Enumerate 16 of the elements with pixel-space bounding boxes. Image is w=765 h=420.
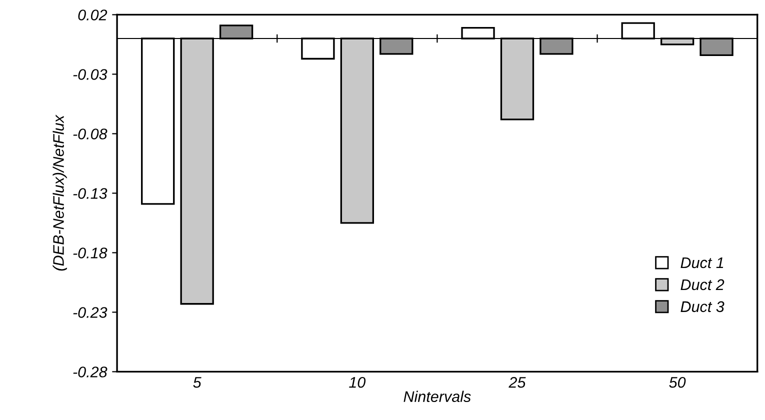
y-tick-label: -0.18 — [73, 248, 108, 258]
legend-label: Duct 2 — [680, 279, 724, 290]
x-tick-label: 50 — [669, 376, 686, 388]
x-tick-label: 5 — [193, 377, 202, 388]
legend-label: Duct 3 — [680, 301, 724, 312]
y-tick-label: -0.23 — [73, 307, 108, 318]
y-tick-label: -0.28 — [73, 366, 108, 378]
y-tick-label: 0.02 — [78, 10, 108, 20]
y-tick-label: -0.08 — [73, 128, 108, 140]
y-tick-label: -0.03 — [73, 69, 108, 80]
y-tick-label: -0.13 — [73, 188, 108, 199]
x-tick-label: 25 — [508, 376, 526, 388]
x-axis-title: Nintervals — [404, 390, 471, 402]
y-axis-title: (DEB-NetFlux)/NetFlux — [52, 114, 67, 271]
legend-label: Duct 1 — [680, 258, 724, 268]
x-tick-label: 10 — [349, 376, 366, 388]
